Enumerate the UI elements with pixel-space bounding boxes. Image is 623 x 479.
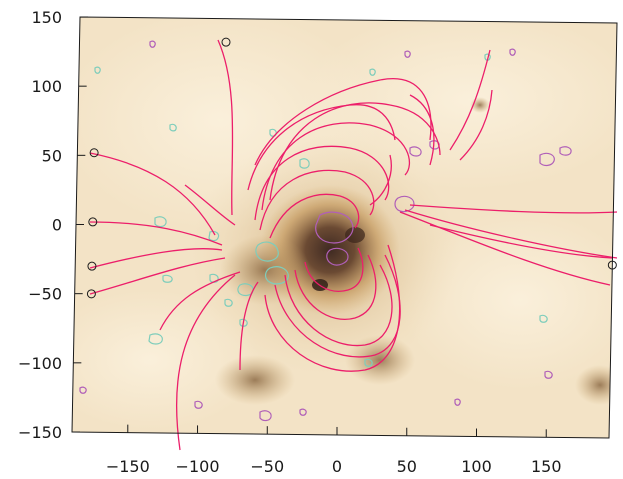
x-tick-label: 100 <box>461 457 492 476</box>
y-tick-label: 150 <box>31 8 62 27</box>
footpoint-markers <box>86 37 617 299</box>
y-axis-ticks: 150 100 50 0 −50 −100 −150 <box>18 8 88 442</box>
y-tick-label: 0 <box>52 216 62 235</box>
footpoint-marker <box>86 289 96 299</box>
x-axis-ticks: −150 −100 −50 0 50 100 150 <box>106 424 562 476</box>
footpoint-marker <box>88 217 98 227</box>
x-tick-label: 150 <box>531 457 562 476</box>
x-tick-label: 50 <box>397 457 417 476</box>
x-tick-label: −150 <box>106 457 150 476</box>
footpoint-marker <box>87 261 97 271</box>
y-tick-label: 100 <box>31 77 62 96</box>
footpoint-marker <box>89 148 99 158</box>
y-tick-label: −150 <box>18 423 62 442</box>
x-tick-label: −50 <box>250 457 284 476</box>
footpoint-marker <box>221 37 231 47</box>
magnetic-field-lines <box>89 39 618 451</box>
y-tick-label: −100 <box>18 354 62 373</box>
x-tick-label: 0 <box>332 457 342 476</box>
x-tick-label: −100 <box>176 457 220 476</box>
y-tick-label: 50 <box>42 146 62 165</box>
y-tick-label: −50 <box>28 285 62 304</box>
